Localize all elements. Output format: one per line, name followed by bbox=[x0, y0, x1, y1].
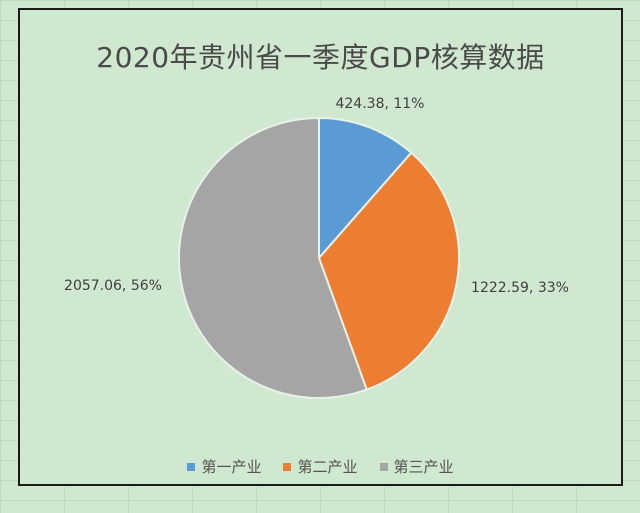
legend-label: 第三产业 bbox=[393, 458, 454, 476]
chart-legend: 第一产业 第二产业 第三产业 bbox=[20, 456, 621, 477]
legend-swatch bbox=[187, 462, 196, 471]
chart-title: 2020年贵州省一季度GDP核算数据 bbox=[96, 41, 545, 74]
legend-item-primary-industry[interactable]: 第一产业 bbox=[187, 456, 261, 477]
pie-slice-primary-industry[interactable] bbox=[318, 116, 413, 261]
legend-swatch bbox=[379, 462, 388, 471]
chart-area[interactable]: 2020年贵州省一季度GDP核算数据 424.38, 11% 1222.59, 3… bbox=[18, 8, 623, 486]
legend-item-tertiary-industry[interactable]: 第三产业 bbox=[379, 456, 454, 477]
pie-chart: 424.38, 11% 1222.59, 33% 2057.06, 56% bbox=[64, 96, 569, 399]
legend-label: 第二产业 bbox=[297, 458, 358, 476]
legend-item-secondary-industry[interactable]: 第二产业 bbox=[283, 456, 358, 477]
legend-label: 第一产业 bbox=[201, 458, 262, 476]
data-label-tertiary-industry: 2057.06, 56% bbox=[64, 278, 162, 294]
legend-swatch bbox=[283, 462, 292, 471]
data-label-secondary-industry: 1222.59, 33% bbox=[471, 280, 569, 296]
pie-slice-tertiary-industry[interactable] bbox=[178, 116, 369, 399]
pie-slice-secondary-industry[interactable] bbox=[317, 151, 460, 391]
data-label-primary-industry: 424.38, 11% bbox=[335, 96, 424, 112]
